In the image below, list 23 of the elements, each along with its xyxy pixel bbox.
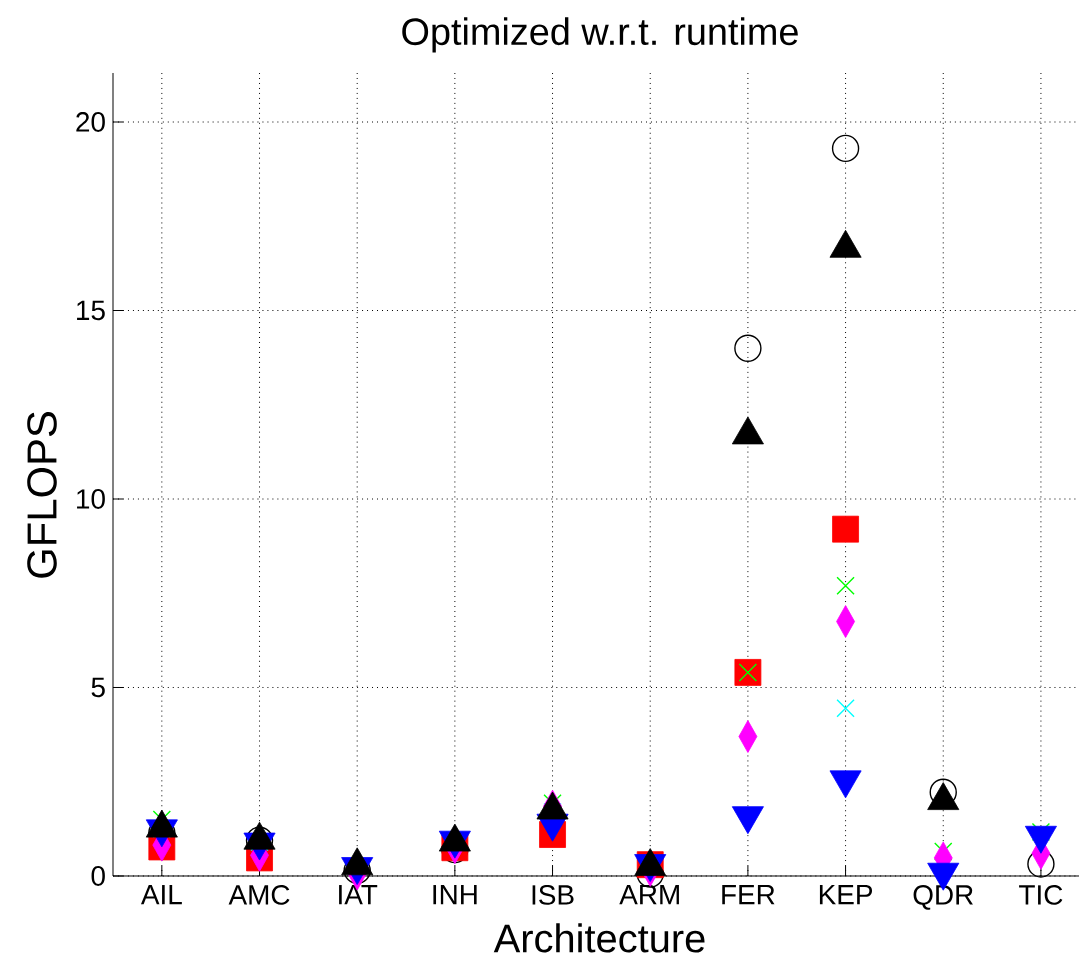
x-tick-label: FER — [722, 885, 775, 905]
y-tick-label: 0 — [91, 866, 105, 886]
x-tick-label: QDR — [913, 885, 973, 910]
y-tick-label: 20 — [76, 112, 105, 132]
y-tick-label: 10 — [77, 489, 105, 509]
point — [836, 699, 855, 718]
x-tick-label: TIC — [1019, 885, 1063, 905]
x-tick-label: IAT — [339, 885, 378, 905]
chart-title: Optimized w.r.t. runtime — [402, 17, 798, 53]
y-tick-label: 15 — [77, 300, 105, 321]
x-tick-label: ISB — [532, 885, 574, 905]
point — [836, 576, 855, 595]
x-tick-label: ARM — [619, 885, 679, 905]
x-tick-label: KEP — [819, 885, 873, 905]
y-tick-label: 5 — [91, 677, 105, 698]
x-tick-label: AMC — [228, 885, 290, 905]
point — [734, 334, 762, 362]
x-tick-label: AIL — [140, 885, 182, 905]
x-tick-label: INH — [433, 885, 477, 905]
y-axis-title: GFLOPS — [27, 412, 57, 578]
point — [832, 515, 859, 543]
point — [831, 134, 860, 163]
x-axis-title: Architecture — [493, 923, 705, 953]
